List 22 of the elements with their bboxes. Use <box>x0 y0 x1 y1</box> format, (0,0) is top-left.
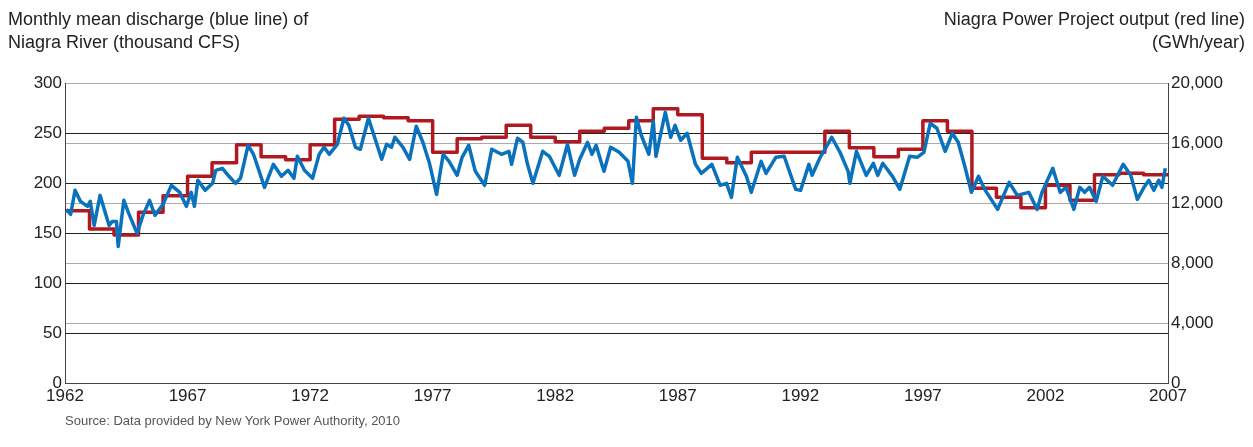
y-tick-label: 100 <box>33 273 62 293</box>
y-tick-label: 150 <box>33 223 62 243</box>
source-note: Source: Data provided by New York Power Authority, 2010 <box>65 413 401 428</box>
x-tick-label: 1977 <box>413 386 452 406</box>
x-tick-label: 1997 <box>903 386 942 406</box>
y2-tick-label: 20,000 <box>1171 72 1223 92</box>
y-tick-label: 300 <box>33 72 62 92</box>
y2-tick-label: 4,000 <box>1171 313 1214 333</box>
x-tick-label: 1982 <box>536 386 575 406</box>
y2-tick-label: 8,000 <box>1171 253 1214 273</box>
x-tick-label: 1992 <box>781 386 820 406</box>
y-tick-label: 50 <box>43 323 62 343</box>
y2-tick-label: 16,000 <box>1171 132 1223 152</box>
x-tick-label: 2002 <box>1026 386 1065 406</box>
y2-tick-label: 12,000 <box>1171 193 1223 213</box>
y2-axis-title: Niagra Power Project output (red line) (GWh/year) <box>942 8 1245 54</box>
y-tick-label: 200 <box>33 173 62 193</box>
x-tick-label: 1967 <box>168 386 207 406</box>
y-axis-title: Monthly mean discharge (blue line) of Niagra River (thousand CFS) <box>8 8 310 54</box>
x-tick-label: 1987 <box>658 386 697 406</box>
y-tick-label: 250 <box>33 122 62 142</box>
x-tick-label: 1972 <box>291 386 330 406</box>
